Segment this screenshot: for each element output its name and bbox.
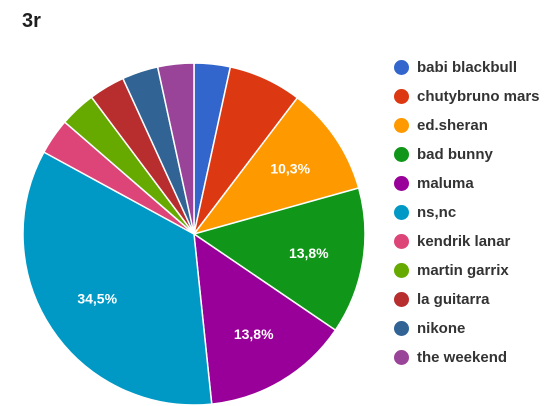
legend-label: kendrik lanar	[417, 233, 511, 250]
pie-slice-4	[193, 232, 337, 405]
legend-label: the weekend	[417, 349, 508, 366]
legend-swatch	[394, 292, 409, 307]
pie-slice-3	[192, 187, 366, 332]
legend-label: maluma	[417, 175, 474, 192]
legend-item: martin garrix	[394, 261, 554, 280]
slice-data-label-4: 13,8%	[234, 326, 274, 342]
legend-label: ns,nc	[417, 204, 457, 221]
legend-swatch	[394, 234, 409, 249]
legend-label: babi blackbull	[417, 59, 518, 76]
slice-data-label-5: 34,5%	[77, 291, 117, 307]
legend-swatch	[394, 263, 409, 278]
legend-label: chutybruno mars	[417, 88, 540, 105]
legend-swatch	[394, 205, 409, 220]
legend-item: chutybruno mars	[394, 87, 554, 106]
legend-item: ed.sheran	[394, 116, 554, 135]
pie-slice-2	[192, 96, 360, 236]
pie-slice-5	[22, 151, 213, 406]
legend-label: ed.sheran	[417, 117, 488, 134]
slice-data-label-3: 13,8%	[289, 245, 329, 261]
legend-swatch	[394, 176, 409, 191]
legend-label: martin garrix	[417, 262, 509, 279]
legend-item: babi blackbull	[394, 58, 554, 77]
legend-item: the weekend	[394, 348, 554, 367]
legend-item: bad bunny	[394, 145, 554, 164]
legend-item: ns,nc	[394, 203, 554, 222]
legend-item: kendrik lanar	[394, 232, 554, 251]
legend-swatch	[394, 89, 409, 104]
legend-item: nikone	[394, 319, 554, 338]
chart-legend: babi blackbull chutybruno mars ed.sheran ba…	[394, 58, 554, 377]
legend-label: la guitarra	[417, 291, 490, 308]
pie-slice-10	[156, 62, 195, 235]
slice-data-label-2: 10,3%	[270, 161, 310, 177]
legend-swatch	[394, 147, 409, 162]
legend-label: bad bunny	[417, 146, 493, 163]
legend-swatch	[394, 350, 409, 365]
legend-swatch	[394, 118, 409, 133]
legend-swatch	[394, 60, 409, 75]
legend-item: maluma	[394, 174, 554, 193]
legend-item: la guitarra	[394, 290, 554, 309]
legend-swatch	[394, 321, 409, 336]
chart-title: 3r	[22, 10, 41, 32]
legend-label: nikone	[417, 320, 466, 337]
